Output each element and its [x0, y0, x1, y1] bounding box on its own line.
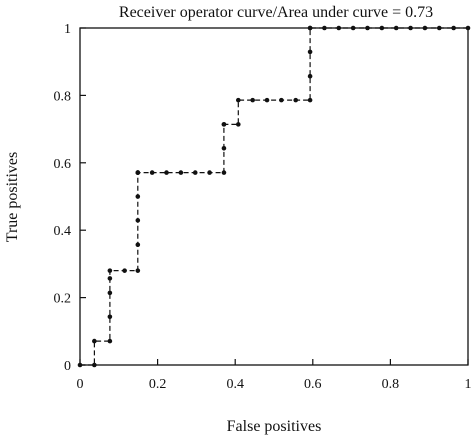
- roc-point: [393, 25, 399, 31]
- roc-point: [365, 25, 370, 31]
- x-tick-label: 0.8: [382, 377, 400, 392]
- roc-point: [264, 97, 270, 103]
- roc-point: [336, 25, 342, 31]
- roc-point: [408, 25, 413, 31]
- roc-point: [107, 268, 113, 273]
- roc-point: [135, 242, 141, 247]
- x-tick-label: 1: [465, 377, 472, 392]
- roc-point: [164, 170, 169, 175]
- roc-point: [307, 97, 313, 103]
- roc-point: [221, 146, 227, 151]
- roc-series: [77, 25, 471, 368]
- roc-point: [92, 338, 97, 344]
- roc-point: [279, 97, 284, 103]
- roc-point: [250, 97, 255, 103]
- roc-point: [221, 170, 227, 175]
- y-tick-label: 0.2: [54, 292, 72, 307]
- y-tick-label: 0.4: [54, 224, 72, 239]
- roc-point: [379, 25, 385, 31]
- roc-point: [149, 170, 155, 175]
- roc-point: [178, 170, 184, 175]
- roc-point: [135, 218, 141, 223]
- roc-point: [350, 25, 356, 31]
- roc-point: [122, 268, 127, 273]
- roc-point: [107, 276, 113, 281]
- roc-point: [135, 268, 141, 273]
- roc-point: [107, 314, 113, 320]
- roc-point: [107, 338, 113, 344]
- y-axis-label: True positives: [4, 152, 21, 243]
- roc-point: [307, 73, 313, 79]
- roc-point: [236, 122, 241, 127]
- y-tick-label: 0.8: [54, 89, 72, 104]
- y-tick-label: 1: [64, 22, 71, 37]
- chart-title: Receiver operator curve/Area under curve…: [119, 4, 433, 21]
- roc-point: [92, 362, 97, 368]
- roc-point: [236, 97, 241, 103]
- roc-point: [221, 122, 227, 127]
- roc-point: [422, 25, 428, 31]
- roc-point: [135, 170, 141, 175]
- roc-point: [436, 25, 442, 31]
- x-axis-label: False positives: [227, 418, 322, 435]
- x-tick-label: 0.6: [304, 377, 322, 392]
- x-tick-label: 0.2: [149, 377, 167, 392]
- y-tick-label: 0: [64, 359, 71, 374]
- roc-point: [192, 170, 198, 175]
- axis-ticks: 0 0.2 0.4 0.6 0.8 1 0 0.2 0.4 0.6 0.8 1: [54, 22, 472, 392]
- roc-point: [307, 25, 313, 31]
- x-tick-label: 0.4: [226, 377, 244, 392]
- y-tick-label: 0.6: [54, 157, 72, 172]
- roc-point: [465, 25, 471, 31]
- roc-point: [77, 362, 83, 368]
- roc-point: [307, 49, 313, 55]
- plot-frame: [79, 27, 469, 366]
- x-tick-label: 0: [77, 377, 84, 392]
- roc-point: [207, 170, 212, 175]
- roc-point: [135, 194, 141, 199]
- roc-point: [107, 290, 113, 296]
- roc-point: [451, 25, 456, 31]
- roc-point: [322, 25, 327, 31]
- roc-point: [293, 97, 299, 103]
